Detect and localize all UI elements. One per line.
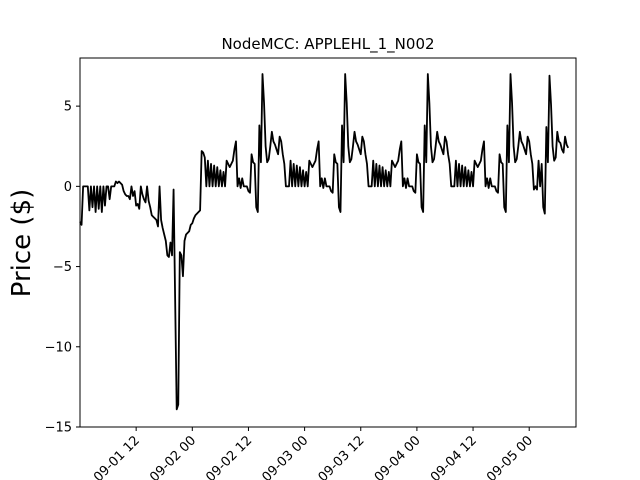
y-tick-label: −15: [45, 421, 72, 436]
y-tick-label: 0: [64, 180, 72, 195]
y-axis-label: Price ($): [7, 189, 37, 298]
axes-frame: [79, 57, 577, 428]
plot-area: [79, 73, 570, 411]
y-axis-ticks: −15 −10 −5 0 5: [45, 100, 80, 436]
chart-title: NodeMCC: APPLEHL_1_N002: [221, 35, 434, 54]
y-tick-label: −10: [45, 340, 72, 355]
y-tick-label: −5: [53, 260, 72, 275]
price-series-line: [79, 73, 570, 411]
y-tick-label: 5: [64, 100, 72, 115]
